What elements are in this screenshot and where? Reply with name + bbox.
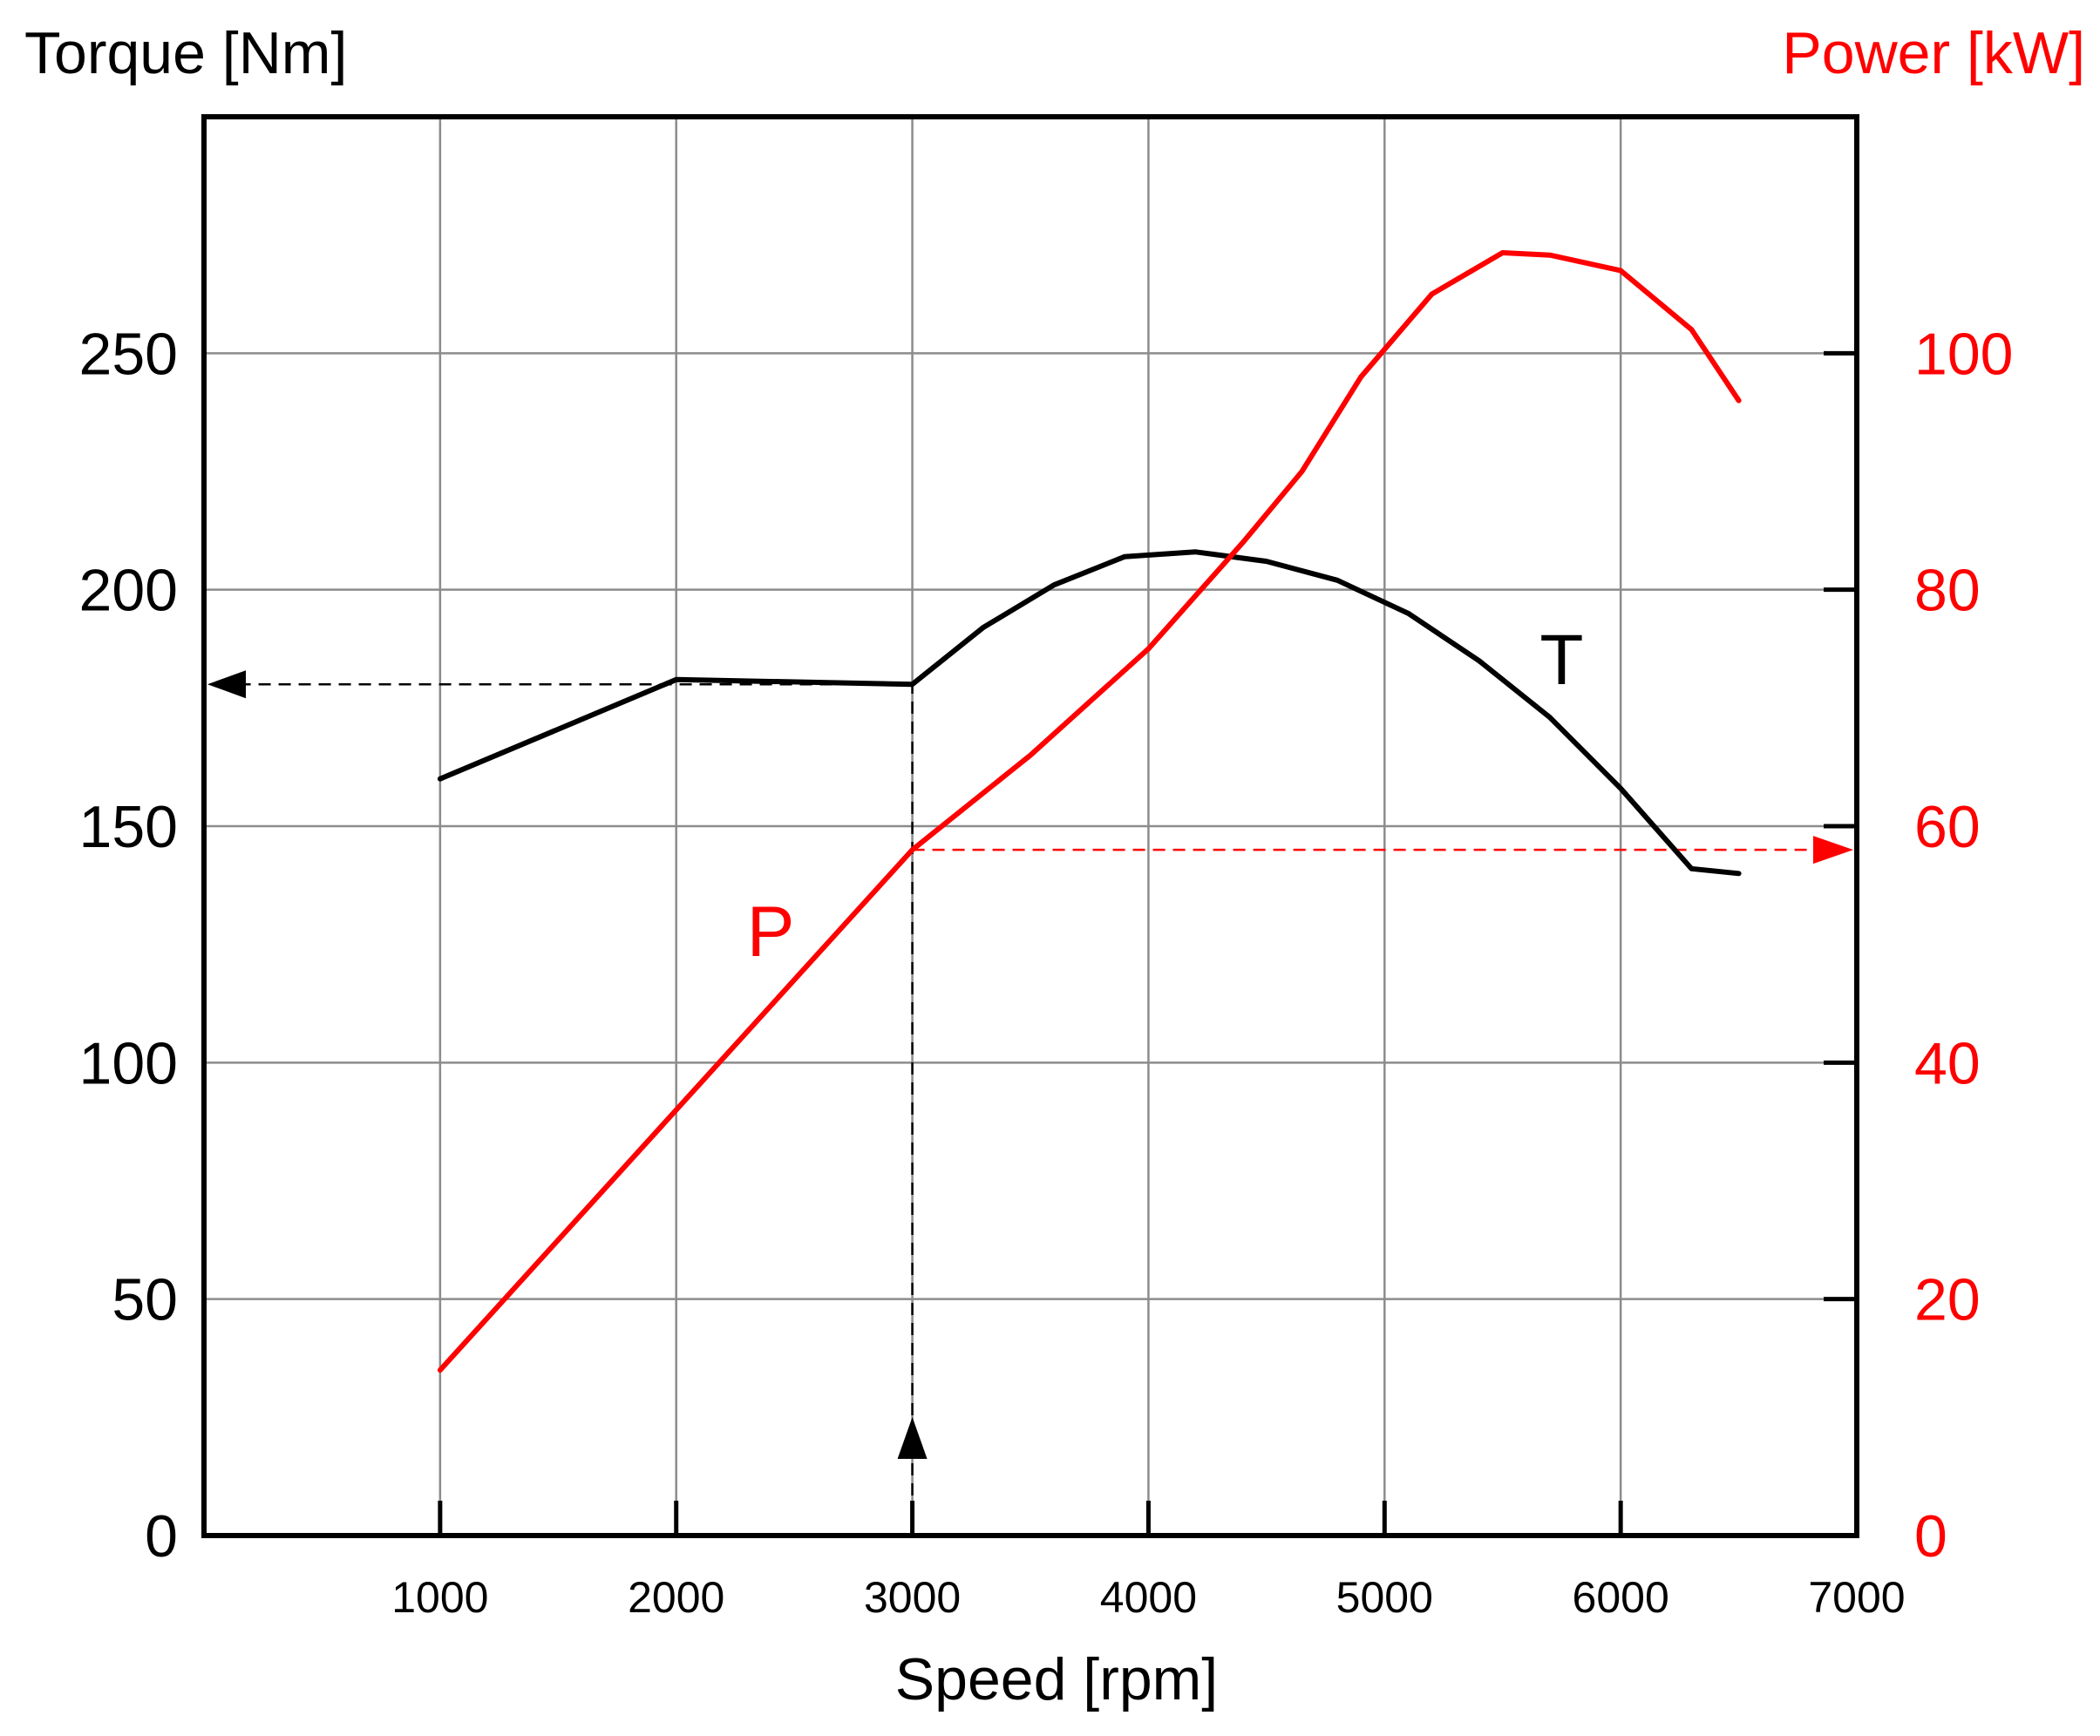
y-axis-label-left: Torque [Nm] — [24, 20, 347, 86]
arrow-right-icon — [1813, 836, 1853, 865]
y-tick-label-right: 0 — [1914, 1503, 1947, 1570]
x-tick-label: 3000 — [864, 1573, 961, 1622]
x-tick-label: 7000 — [1808, 1573, 1905, 1622]
x-tick-label: 2000 — [628, 1573, 724, 1622]
y-tick-label-left: 50 — [112, 1267, 178, 1333]
reference-lines — [207, 670, 1853, 1536]
y-tick-label-right: 80 — [1914, 558, 1981, 624]
y-tick-label-left: 150 — [79, 794, 178, 860]
series-line-power — [437, 250, 1742, 1373]
x-tick-label: 4000 — [1100, 1573, 1197, 1622]
y-tick-label-right: 40 — [1914, 1030, 1981, 1096]
arrow-left-icon — [207, 670, 246, 699]
y-axis-label-right: Power [kW] — [1782, 20, 2085, 86]
x-tick-label: 1000 — [391, 1573, 488, 1622]
y-tick-label-right: 20 — [1914, 1267, 1981, 1333]
ticks: 1000 2000 3000 4000 5000 6000 7000050100150200… — [79, 321, 2014, 1622]
y-tick-label-left: 200 — [79, 558, 178, 624]
y-tick-label-left: 250 — [79, 321, 178, 387]
y-tick-label-right: 100 — [1914, 321, 2013, 387]
series-line-torque — [437, 549, 1742, 877]
y-tick-label-left: 0 — [145, 1503, 178, 1570]
arrow-up-icon — [897, 1417, 928, 1459]
series-label-power: P — [747, 892, 795, 972]
y-tick-label-right: 60 — [1914, 794, 1981, 860]
x-axis-label: Speed [rpm] — [895, 1646, 1218, 1712]
x-tick-label: 5000 — [1336, 1573, 1433, 1622]
x-tick-label: 6000 — [1573, 1573, 1669, 1622]
y-tick-label-left: 100 — [79, 1030, 178, 1096]
series-label-torque: T — [1539, 620, 1583, 700]
grid — [204, 117, 1857, 1536]
series — [437, 250, 1742, 1373]
labels: Torque [Nm] Power [kW] Speed [rpm] T P — [24, 20, 2085, 1712]
